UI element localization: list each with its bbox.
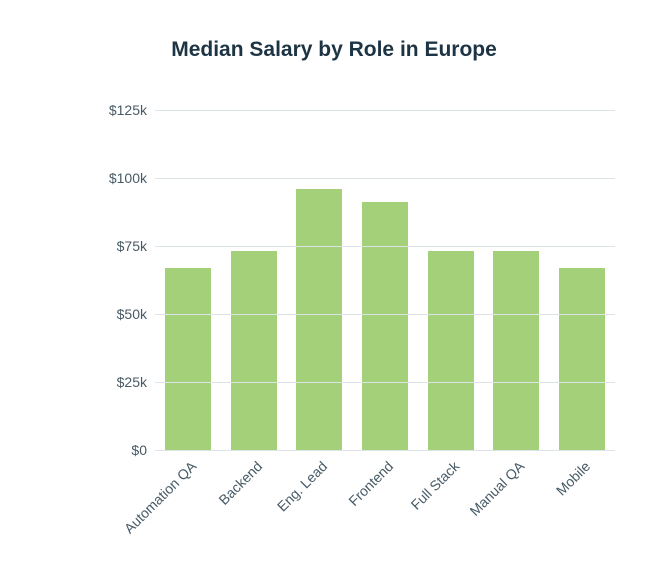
chart-container: Median Salary by Role in Europe $0$25k$5… <box>0 0 668 582</box>
x-axis-label: Mobile <box>553 458 593 498</box>
plot-area: $0$25k$50k$75k$100k$125k <box>155 110 615 450</box>
x-axis-label: Manual QA <box>467 458 528 519</box>
bar <box>428 251 474 450</box>
y-axis-label: $125k <box>97 102 147 118</box>
bar-slot <box>549 110 615 450</box>
bar <box>296 189 342 450</box>
x-axis-label: Eng. Lead <box>274 458 330 514</box>
grid-line <box>155 314 615 315</box>
bar-slot <box>155 110 221 450</box>
bars-layer <box>155 110 615 450</box>
grid-line <box>155 382 615 383</box>
y-axis-label: $50k <box>97 306 147 322</box>
bar <box>231 251 277 450</box>
grid-line <box>155 246 615 247</box>
x-axis-label: Full Stack <box>407 458 462 513</box>
x-axis-label: Automation QA <box>121 458 199 536</box>
bar <box>559 268 605 450</box>
y-axis-label: $75k <box>97 238 147 254</box>
bar-slot <box>484 110 550 450</box>
x-axis-label: Frontend <box>345 458 396 509</box>
grid-line <box>155 178 615 179</box>
bar <box>362 202 408 450</box>
grid-line <box>155 110 615 111</box>
y-axis-label: $0 <box>97 442 147 458</box>
bar <box>165 268 211 450</box>
bar-slot <box>418 110 484 450</box>
y-axis-label: $100k <box>97 170 147 186</box>
bar-slot <box>221 110 287 450</box>
x-axis-label: Backend <box>215 458 265 508</box>
grid-line <box>155 450 615 451</box>
bar-slot <box>286 110 352 450</box>
y-axis-label: $25k <box>97 374 147 390</box>
bar <box>493 251 539 450</box>
bar-slot <box>352 110 418 450</box>
chart-title: Median Salary by Role in Europe <box>0 38 668 62</box>
